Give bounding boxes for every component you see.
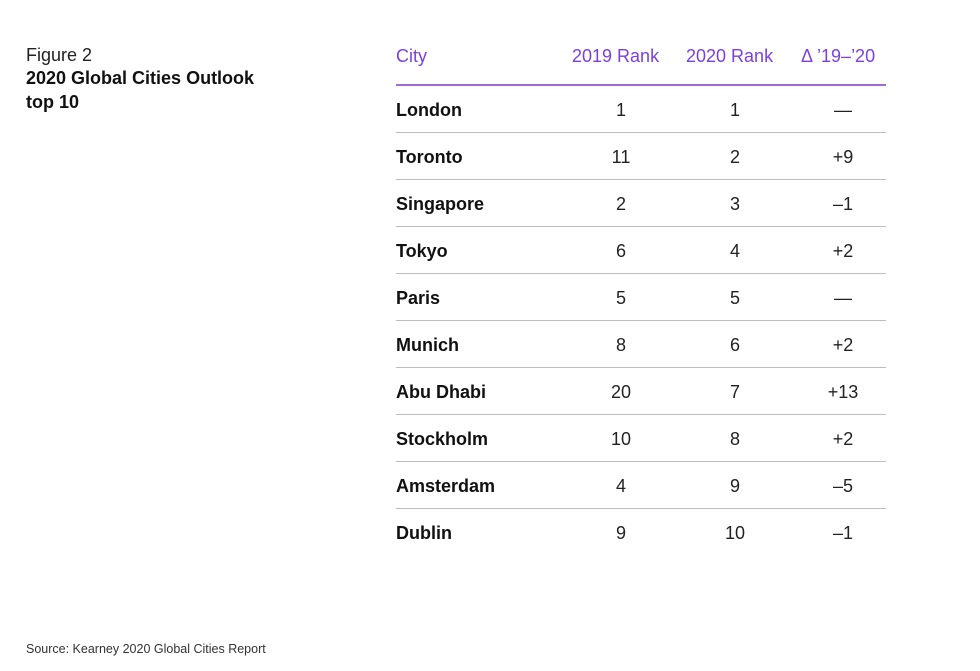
- cell-delta: +9: [832, 147, 854, 167]
- cell-city: Dublin: [396, 523, 452, 543]
- cell-2020-rank: 8: [729, 429, 740, 449]
- cell-2019-rank: 6: [615, 241, 626, 261]
- cell-2020-rank: 5: [729, 288, 740, 308]
- cell-delta: —: [834, 100, 852, 120]
- figure-label: Figure 2: [26, 45, 93, 65]
- cell-delta: –1: [832, 194, 854, 214]
- cell-2020-rank: 10: [724, 523, 746, 543]
- cell-delta: —: [834, 288, 852, 308]
- cell-2019-rank: 8: [615, 335, 626, 355]
- cell-delta: +2: [832, 241, 854, 261]
- cell-city: Singapore: [396, 194, 485, 214]
- source-note: Source: Kearney 2020 Global Cities Repor…: [26, 642, 266, 656]
- cell-2019-rank: 20: [610, 382, 632, 402]
- figure-caption: Figure 2 2020 Global Cities Outlook top …: [26, 44, 326, 114]
- cell-2020-rank: 4: [729, 241, 740, 261]
- cell-2019-rank: 1: [615, 100, 626, 120]
- cell-2020-rank: 7: [729, 382, 740, 402]
- rankings-table: City 2019 Rank 2020 Rank Δ ’19–’20 Londo…: [396, 40, 886, 555]
- cell-city: Tokyo: [396, 241, 448, 261]
- cell-city: Paris: [396, 288, 441, 308]
- cell-city: Stockholm: [396, 429, 489, 449]
- cell-2020-rank: 1: [729, 100, 740, 120]
- cell-2019-rank: 2: [615, 194, 626, 214]
- cell-2019-rank: 11: [611, 147, 631, 167]
- cell-delta: +2: [832, 335, 854, 355]
- cell-2020-rank: 2: [729, 147, 740, 167]
- figure-title-line1: 2020 Global Cities Outlook: [26, 68, 255, 88]
- cell-delta: +13: [827, 382, 859, 402]
- cell-city: Munich: [396, 335, 459, 355]
- cell-2020-rank: 3: [729, 194, 740, 214]
- cell-delta: +2: [832, 429, 854, 449]
- table-row: Tokyo 6 4 +2: [396, 227, 886, 274]
- cell-2020-rank: 9: [729, 476, 740, 496]
- cell-delta: –1: [832, 523, 854, 543]
- cell-2020-rank: 6: [729, 335, 740, 355]
- cell-delta: –5: [832, 476, 854, 496]
- header-city: City: [396, 46, 427, 66]
- table-row: Munich 8 6 +2: [396, 321, 886, 368]
- cell-city: Abu Dhabi: [396, 382, 486, 402]
- figure-title-line2: top 10: [26, 92, 80, 112]
- table-header: City 2019 Rank 2020 Rank Δ ’19–’20: [396, 40, 886, 86]
- table-row: London 1 1 —: [396, 86, 886, 133]
- cell-2019-rank: 10: [610, 429, 632, 449]
- header-2020-rank: 2020 Rank: [686, 46, 774, 66]
- table-row: Abu Dhabi 20 7 +13: [396, 368, 886, 415]
- table-body: London 1 1— Toronto 11 2 +9 Singapore 2 3 –1 Tokyo 6…: [396, 86, 886, 555]
- cell-city: London: [396, 100, 462, 120]
- header-delta: Δ ’19–’20: [801, 46, 876, 66]
- header-2019-rank: 2019 Rank: [572, 46, 660, 66]
- table-row: Stockholm 10 8 +2: [396, 415, 886, 462]
- table-row: Toronto 11 2 +9: [396, 133, 886, 180]
- cell-2019-rank: 5: [615, 288, 626, 308]
- cell-city: Amsterdam: [396, 476, 496, 496]
- table-row: Amsterdam 4 9 –5: [396, 462, 886, 509]
- cell-2019-rank: 9: [615, 523, 626, 543]
- table-row: Paris 5 5 —: [396, 274, 886, 321]
- cell-city: Toronto: [396, 147, 463, 167]
- table-row: Singapore 2 3 –1: [396, 180, 886, 227]
- table-row: Dublin 9 10 –1: [396, 509, 886, 555]
- cell-2019-rank: 4: [615, 476, 626, 496]
